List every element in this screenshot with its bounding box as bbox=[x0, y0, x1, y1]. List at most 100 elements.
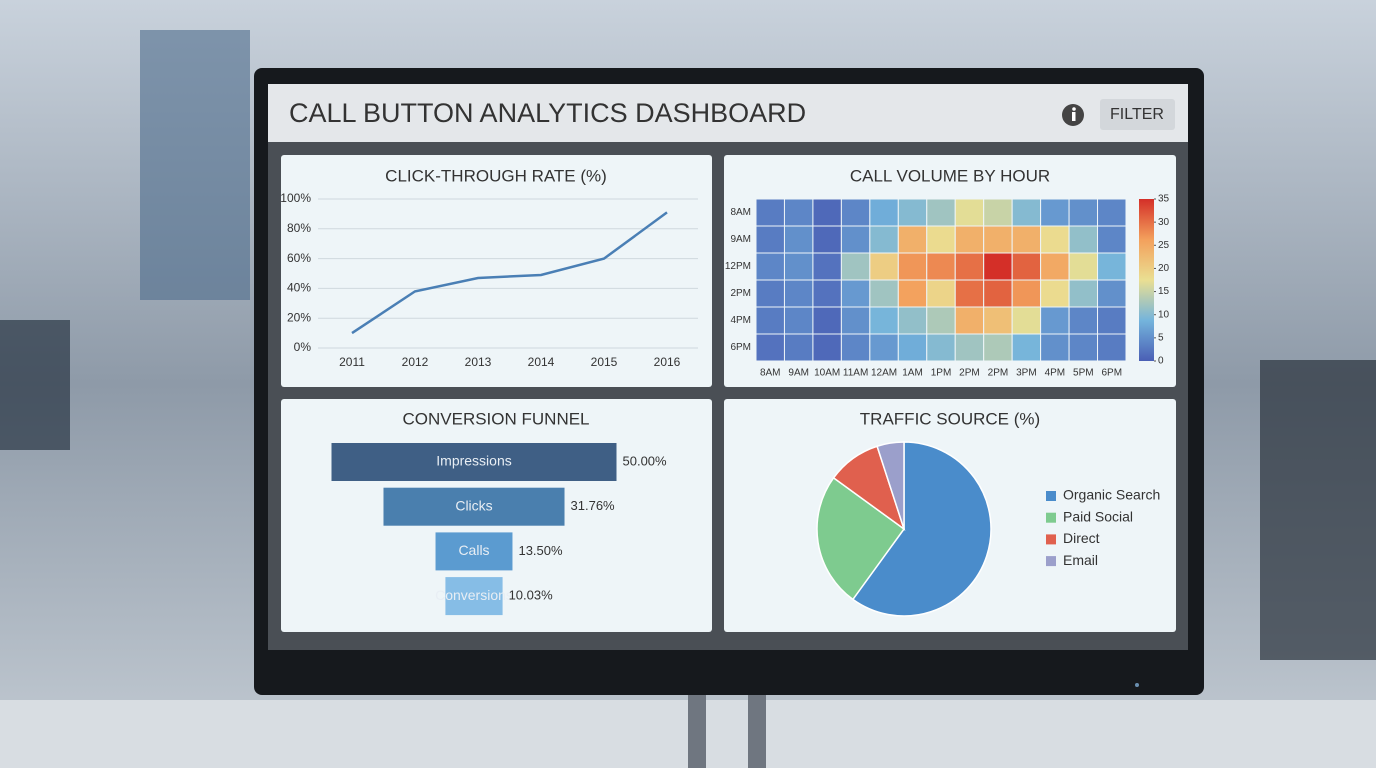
heat-cell bbox=[1068, 306, 1099, 335]
heat-cell bbox=[1011, 279, 1042, 308]
x-tick-label: 2011 bbox=[339, 355, 365, 369]
panel-title: CALL VOLUME BY HOUR bbox=[850, 166, 1050, 185]
heat-cell bbox=[1040, 333, 1070, 362]
heat-cell bbox=[1040, 198, 1070, 227]
heat-cell bbox=[1097, 198, 1127, 227]
heat-cell bbox=[812, 279, 842, 308]
x-tick-label: 1AM bbox=[902, 368, 923, 379]
y-tick-label: 2PM bbox=[730, 288, 751, 299]
stand bbox=[748, 690, 766, 768]
legend-label: Organic Search bbox=[1063, 487, 1160, 503]
header-bar bbox=[268, 84, 1188, 142]
x-tick-label: 4PM bbox=[1045, 368, 1066, 379]
heat-cell bbox=[755, 306, 785, 335]
x-tick-label: 3PM bbox=[1016, 368, 1037, 379]
y-tick-label: 9AM bbox=[730, 234, 751, 245]
heat-cell bbox=[1097, 252, 1127, 281]
power-led bbox=[1135, 683, 1139, 687]
colorbar-label: 35 bbox=[1158, 194, 1170, 205]
heat-cell bbox=[783, 252, 814, 281]
x-tick-label: 5PM bbox=[1073, 368, 1094, 379]
x-tick-label: 1PM bbox=[931, 368, 952, 379]
heat-cell bbox=[1097, 225, 1127, 254]
funnel-label: Calls bbox=[458, 542, 489, 558]
heat-cell bbox=[897, 279, 928, 308]
heat-cell bbox=[840, 198, 871, 227]
colorbar-label: 25 bbox=[1158, 240, 1170, 251]
y-tick-label: 12PM bbox=[725, 261, 751, 272]
heat-cell bbox=[755, 333, 785, 362]
heat-cell bbox=[1011, 198, 1042, 227]
heat-cell bbox=[926, 225, 956, 254]
heat-cell bbox=[869, 279, 899, 308]
x-tick-label: 6PM bbox=[1101, 368, 1122, 379]
y-tick-label: 80% bbox=[287, 221, 311, 235]
heat-cell bbox=[926, 252, 956, 281]
heat-cell bbox=[755, 279, 785, 308]
legend-swatch bbox=[1046, 491, 1056, 501]
legend-label: Direct bbox=[1063, 530, 1100, 546]
info-icon-stem bbox=[1072, 112, 1076, 121]
heat-cell bbox=[869, 252, 899, 281]
funnel-value: 50.00% bbox=[623, 453, 668, 468]
heat-cell bbox=[954, 225, 985, 254]
heat-cell bbox=[926, 279, 956, 308]
heat-cell bbox=[840, 306, 871, 335]
x-tick-label: 2PM bbox=[959, 368, 980, 379]
heat-cell bbox=[755, 198, 785, 227]
heat-cell bbox=[1040, 279, 1070, 308]
heat-cell bbox=[954, 333, 985, 362]
legend-label: Email bbox=[1063, 552, 1098, 568]
heat-cell bbox=[926, 198, 956, 227]
heat-cell bbox=[983, 306, 1013, 335]
heat-cell bbox=[1040, 252, 1070, 281]
desk-blur bbox=[0, 320, 70, 450]
heat-cell bbox=[983, 198, 1013, 227]
funnel-bar bbox=[435, 532, 513, 571]
dashboard-title: CALL BUTTON ANALYTICS DASHBOARD bbox=[289, 98, 806, 128]
heat-cell bbox=[954, 279, 985, 308]
y-tick-label: 100% bbox=[280, 191, 311, 205]
chair-blur bbox=[1260, 360, 1376, 660]
heat-cell bbox=[926, 333, 956, 362]
heat-cell bbox=[869, 306, 899, 335]
y-tick-label: 0% bbox=[294, 340, 312, 354]
heat-cell bbox=[897, 333, 928, 362]
y-tick-label: 20% bbox=[287, 310, 311, 324]
heat-cell bbox=[897, 306, 928, 335]
heat-cell bbox=[812, 225, 842, 254]
heat-cell bbox=[840, 279, 871, 308]
heat-cell bbox=[954, 306, 985, 335]
legend-label: Paid Social bbox=[1063, 508, 1133, 524]
funnel-value: 10.03% bbox=[509, 588, 554, 603]
heat-cell bbox=[812, 306, 842, 335]
colorbar-label: 15 bbox=[1158, 286, 1170, 297]
funnel-bar bbox=[331, 443, 617, 481]
funnel-label: Conversions bbox=[435, 587, 513, 603]
heat-cell bbox=[812, 252, 842, 281]
x-tick-label: 12AM bbox=[871, 368, 897, 379]
heat-cell bbox=[1068, 279, 1099, 308]
x-tick-label: 2014 bbox=[528, 355, 555, 369]
heat-cell bbox=[983, 333, 1013, 362]
heat-cell bbox=[1011, 306, 1042, 335]
colorbar-label: 30 bbox=[1158, 217, 1170, 228]
filter-button[interactable] bbox=[1100, 99, 1175, 130]
heat-cell bbox=[983, 279, 1013, 308]
heat-cell bbox=[1011, 333, 1042, 362]
funnel-label: Clicks bbox=[455, 497, 492, 513]
heat-cell bbox=[897, 252, 928, 281]
x-tick-label: 2012 bbox=[402, 355, 429, 369]
heat-cell bbox=[783, 306, 814, 335]
pie-slice bbox=[876, 441, 905, 530]
funnel-value: 13.50% bbox=[518, 543, 563, 558]
heat-cell bbox=[783, 279, 814, 308]
heat-cell bbox=[926, 306, 956, 335]
heat-cell bbox=[783, 333, 814, 362]
heat-cell bbox=[954, 198, 985, 227]
heat-cell bbox=[1068, 198, 1099, 227]
y-tick-label: 6PM bbox=[730, 342, 751, 353]
x-tick-label: 10AM bbox=[814, 368, 840, 379]
